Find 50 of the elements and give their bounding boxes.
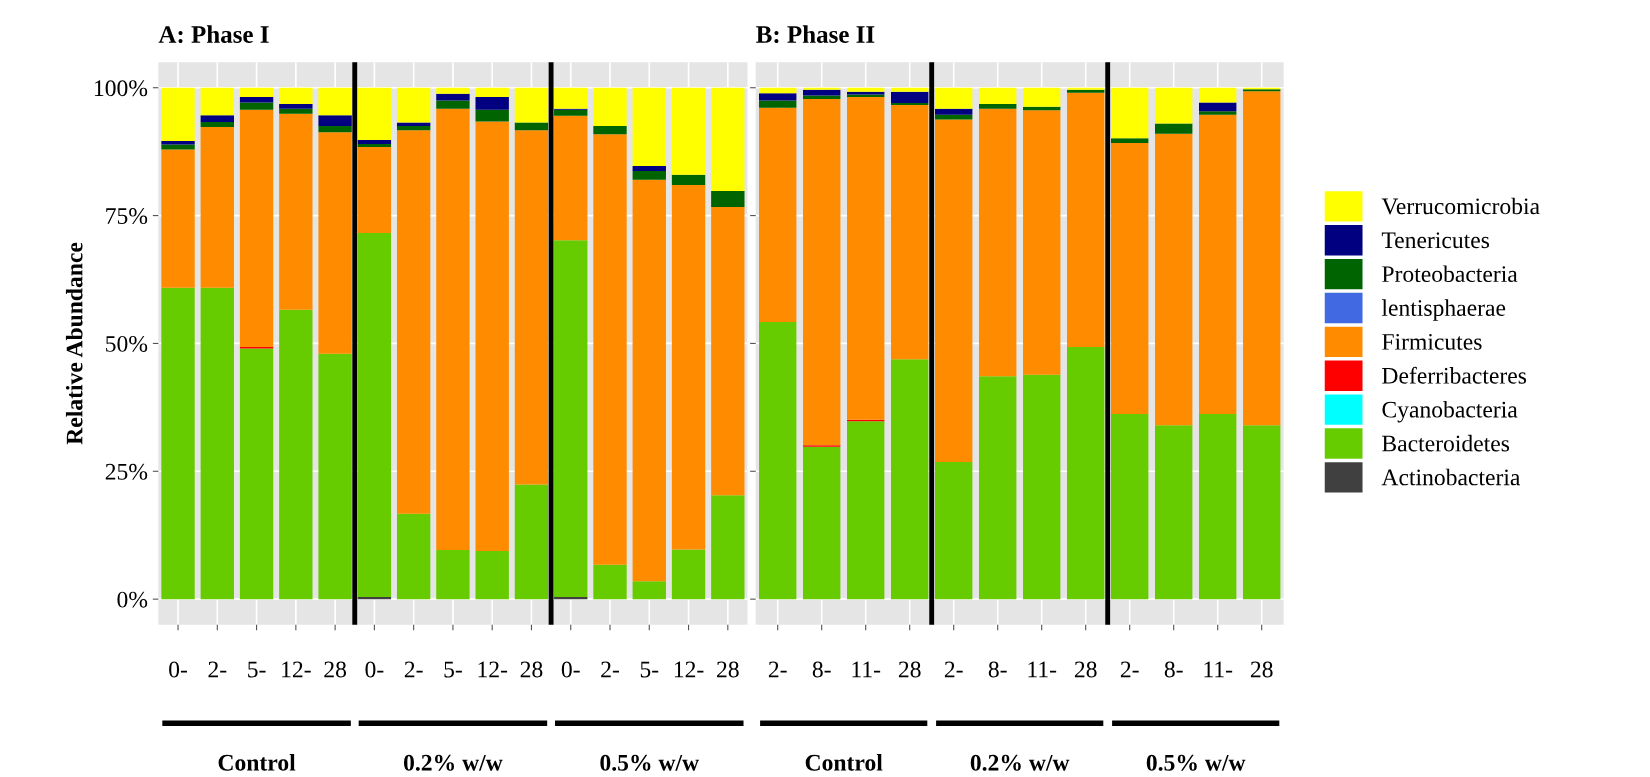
- x-tick-label: 2-: [208, 661, 227, 678]
- x-tick-label: 28: [520, 661, 543, 678]
- x-tick-label: 2-: [601, 661, 619, 678]
- x-tick-label: 12-: [478, 661, 508, 678]
- text: 0.5% w/w: [1146, 754, 1246, 771]
- text: Control: [805, 754, 883, 771]
- x-tick-label: 0-: [561, 661, 580, 678]
- text: 0.2% w/w: [970, 754, 1070, 771]
- legend-label: Proteobacteria: [1382, 265, 1518, 283]
- x-tick-label: 28: [898, 661, 921, 678]
- y-tick-label: 25%: [105, 463, 148, 480]
- legend-label: Deferribacteres: [1382, 366, 1527, 384]
- x-tick-label: 11-: [1028, 661, 1057, 678]
- x-tick-label: 28: [324, 661, 347, 678]
- legend-label: Firmicutes: [1382, 333, 1482, 350]
- text: 0.2% w/w: [403, 754, 503, 771]
- x-tick-label: 5-: [444, 661, 462, 678]
- text: Control: [218, 754, 296, 771]
- x-tick-label: 2-: [404, 661, 423, 678]
- x-tick-label: 28: [1074, 661, 1097, 678]
- x-tick-label: 11-: [1204, 661, 1233, 678]
- legend-label: Verrucomicrobia: [1381, 197, 1540, 215]
- x-tick-label: 28: [1250, 661, 1273, 678]
- y-tick-label: 100%: [94, 80, 148, 97]
- x-tick-label: 12-: [282, 661, 311, 678]
- x-tick-label: 2-: [944, 661, 963, 678]
- y-tick-label: 50%: [106, 335, 148, 352]
- legend-label: Tenericutes: [1381, 232, 1490, 249]
- legend-label: Bacteroidetes: [1382, 434, 1510, 452]
- x-tick-label: 2-: [768, 661, 787, 678]
- x-tick-label: 5-: [640, 661, 659, 678]
- x-tick-label: 0-: [365, 661, 384, 678]
- x-tick-label: 11-: [852, 661, 881, 678]
- chart-title: B: Phase II: [756, 25, 875, 44]
- y-tick-label: 75%: [106, 208, 148, 225]
- x-tick-label: 28: [717, 661, 739, 678]
- x-tick-label: 8-: [1164, 661, 1183, 678]
- x-tick-label: 0-: [169, 661, 188, 678]
- text: 0.5% w/w: [600, 754, 699, 771]
- y-axis-title: Relative Abundance: [65, 242, 83, 445]
- x-tick-label: 8-: [988, 661, 1007, 678]
- legend-label: Cyanobacteria: [1382, 400, 1518, 423]
- chart-title: A: Phase I: [158, 25, 269, 44]
- legend-label: lentisphaerae: [1381, 299, 1506, 321]
- legend-label: Actinobacteria: [1381, 468, 1521, 486]
- x-tick-label: 5-: [248, 661, 266, 678]
- x-tick-label: 12-: [674, 661, 704, 678]
- x-tick-label: 8-: [812, 661, 831, 678]
- x-tick-label: 2-: [1120, 661, 1139, 678]
- y-tick-label: 0%: [117, 591, 148, 608]
